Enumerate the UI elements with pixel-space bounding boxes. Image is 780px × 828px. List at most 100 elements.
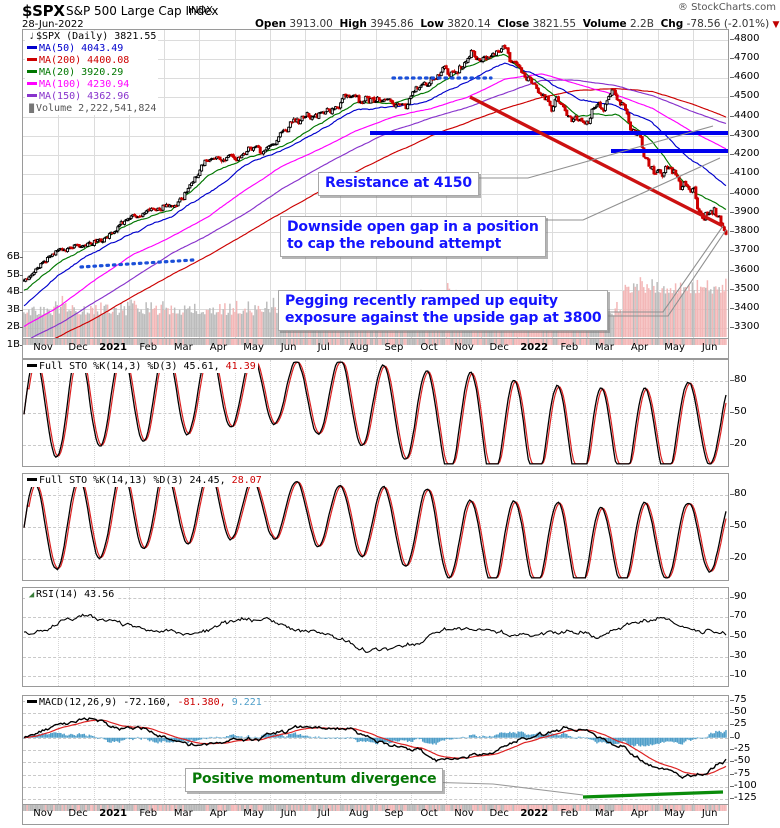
price-y-tick-mark	[730, 327, 734, 329]
sto-fast-y-tick: 80	[734, 374, 747, 386]
price-legend-label: MA(150) 4362.96	[39, 91, 130, 102]
indicator-legend-row: MACD(12,26,9) -72.160, -81.380, 9.221	[27, 697, 262, 709]
indicator-legend-label: 9.221	[231, 697, 262, 708]
rsi-panel[interactable]: ◢ RSI(14) 43.56	[22, 587, 729, 687]
chg-label: Chg	[660, 18, 684, 30]
price-legend-row: █ Volume 2,222,541,824	[27, 103, 156, 115]
x-axis-tick: Feb	[139, 342, 158, 353]
x-axis-tick: Apr	[209, 808, 228, 819]
macd-y-tick-mark	[730, 798, 734, 800]
rsi-gridlines	[23, 588, 728, 686]
macd-plot	[23, 717, 727, 799]
indicator-legend-row: Full STO %K(14,13) %D(3) 24.45, 28.07	[27, 475, 262, 487]
price-y-tick: 3700	[734, 244, 760, 256]
x-axis-tick: 2022	[520, 342, 549, 353]
sto-fast-y-tick-mark	[730, 443, 734, 445]
macd-y-tick-mark	[730, 773, 734, 775]
x-axis-tick: Sep	[384, 808, 404, 819]
x-axis-tick: Sep	[384, 342, 404, 353]
price-y-tick: 4000	[734, 186, 760, 198]
price-y-tick: 3500	[734, 282, 760, 294]
x-axis-tick: Aug	[349, 342, 369, 353]
price-legend-label: MA(100) 4230.94	[39, 79, 130, 90]
price-y-tick: 4500	[734, 90, 760, 102]
price-y-tick: 3400	[734, 302, 760, 314]
price-y-tick-mark	[730, 134, 734, 136]
price-y-tick-mark	[730, 154, 734, 156]
quote-bar: Open 3913.00 High 3945.86 Low 3820.14 Cl…	[255, 18, 779, 30]
x-axis-tick: Jun	[280, 808, 297, 819]
x-axis-bottom: Nov Dec 2021 Feb Mar Apr May Jun Jul Aug Sep Oct Nov…	[22, 805, 729, 825]
sto-slow-y-tick-mark	[730, 526, 734, 527]
rsi-y-tick: 50	[734, 630, 747, 641]
x-axis-tick: May	[243, 808, 264, 819]
rsi-y-tick: 10	[734, 669, 747, 681]
indicator-legend-label: Full STO %K(14,13) %D(3) 24.45,	[39, 475, 226, 486]
x-axis-tick: Dec	[68, 808, 88, 819]
volume-y-tick-mark	[20, 257, 23, 258]
price-legend-row: MA(150) 4362.96	[27, 91, 156, 103]
high-label: High	[339, 18, 367, 30]
volume-y-tick: 5B	[6, 268, 20, 280]
rsi-y-tick-mark	[730, 655, 734, 657]
x-axis-tick: Jul	[317, 342, 330, 353]
macd-y-tick-mark	[730, 712, 734, 714]
x-axis-volume-strip	[23, 805, 727, 811]
x-axis-top: Nov Dec 2021 Feb Mar Apr May Jun Jul Aug Sep Oct Nov…	[22, 339, 729, 359]
stochastic-fast-panel[interactable]: Full STO %K(14,3) %D(3) 45.61, 41.39	[22, 359, 729, 467]
rsi-y-tick-mark	[730, 616, 734, 618]
price-legend-label: MA(20) 3920.29	[39, 67, 124, 78]
price-y-tick-mark	[730, 211, 734, 213]
annotation-resistance-text: Resistance at 4150	[325, 175, 472, 191]
price-y-tick: 3300	[734, 321, 760, 333]
annotation-resistance: Resistance at 4150	[318, 172, 479, 196]
x-axis-tick: Mar	[173, 808, 193, 819]
macd-y-tick: 0	[734, 730, 741, 742]
macd-y-tick: 50	[734, 706, 747, 718]
price-y-tick-mark	[730, 96, 734, 98]
candlestick-icon: ♩	[28, 32, 35, 42]
rsi-icon: ◢	[28, 590, 35, 600]
rsi-y-tick: 30	[734, 649, 747, 661]
low-value: 3820.14	[447, 18, 491, 30]
sto-slow-gridlines	[23, 474, 728, 580]
volume-value: 2.2B	[630, 18, 654, 30]
price-y-tick: 3800	[734, 225, 760, 237]
price-y-tick: 3900	[734, 205, 760, 217]
x-axis-tick: Mar	[594, 808, 614, 819]
volume-y-tick: 6B	[6, 251, 20, 262]
x-axis-tick: Apr	[630, 342, 649, 353]
volume-y-tick-mark	[20, 327, 23, 328]
stochastic-slow-panel[interactable]: Full STO %K(14,13) %D(3) 24.45, 28.07	[22, 473, 729, 581]
volume-y-tick-mark	[20, 292, 23, 293]
price-legend-label: MA(50) 4043.49	[39, 43, 124, 54]
x-axis-tick: Nov	[33, 342, 53, 353]
x-axis-tick: Feb	[139, 808, 158, 819]
price-y-tick-mark	[730, 250, 734, 252]
macd-legend: MACD(12,26,9) -72.160, -81.380, 9.221	[25, 697, 264, 709]
open-value: 3913.00	[289, 18, 333, 30]
chart-exchange: INDX	[188, 5, 213, 16]
price-legend-label: $SPX (Daily) 3821.55	[36, 31, 157, 42]
rsi-plot	[23, 613, 727, 653]
down-arrow-icon: ▼	[772, 20, 780, 30]
indicator-legend-row: Full STO %K(14,3) %D(3) 45.61, 41.39	[27, 361, 256, 373]
rsi-legend: ◢ RSI(14) 43.56	[25, 589, 117, 601]
open-label: Open	[255, 18, 287, 30]
volume-y-tick: 2B	[6, 321, 20, 332]
sto-slow-y-tick: 20	[734, 551, 747, 563]
price-y-tick-mark	[730, 57, 734, 59]
x-axis-tick: Mar	[594, 342, 614, 353]
line-swatch-icon	[27, 94, 37, 97]
macd-y-tick-mark	[730, 699, 734, 701]
macd-y-tick: -75	[734, 767, 751, 779]
macd-y-tick-mark	[730, 749, 734, 750]
price-legend: ♩ $SPX (Daily) 3821.55 MA(50) 4043.49 MA(20…	[25, 31, 159, 115]
indicator-legend-label: MACD(12,26,9) -72.160,	[39, 697, 172, 708]
indicator-legend-label: 28.07	[231, 475, 262, 486]
price-y-tick: 4400	[734, 109, 760, 121]
price-y-tick: 3600	[734, 263, 760, 275]
price-legend-row: MA(100) 4230.94	[27, 79, 156, 91]
price-y-tick: 4300	[734, 128, 760, 140]
volume-label: Volume	[582, 18, 627, 30]
